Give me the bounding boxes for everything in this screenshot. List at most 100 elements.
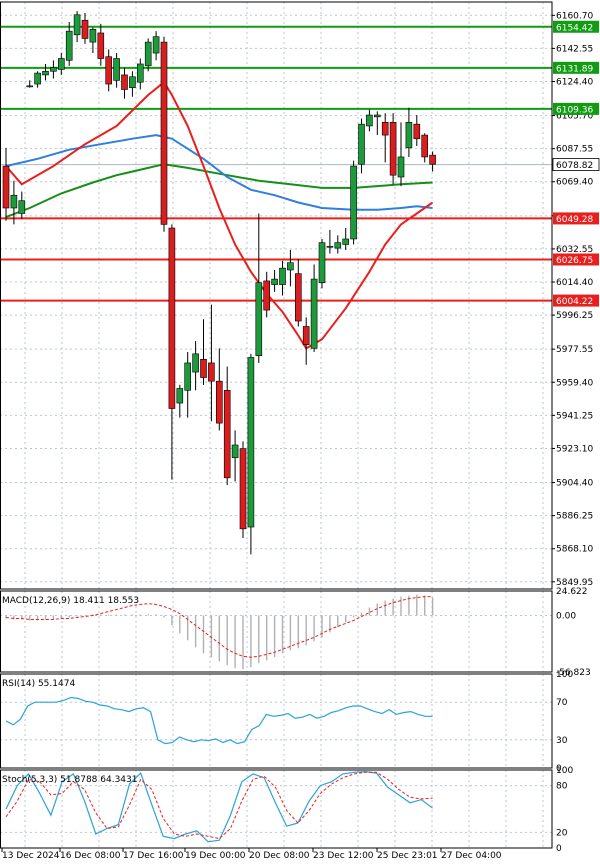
candle-body-23 bbox=[184, 362, 191, 391]
candle-body-25 bbox=[200, 359, 207, 378]
candle-body-17 bbox=[137, 63, 144, 83]
candle-body-51 bbox=[405, 122, 413, 149]
time-label-2: 17 Dec 16:00 bbox=[123, 851, 184, 861]
level-label-1: 6131.89 bbox=[556, 64, 593, 74]
candle-body-2 bbox=[18, 200, 26, 214]
rsi-tick-label-3: 0 bbox=[556, 764, 562, 774]
ma-mid-line bbox=[5, 134, 433, 211]
price-tick-label-8: 6014.40 bbox=[556, 278, 593, 288]
candle-body-48 bbox=[381, 122, 389, 136]
candle-body-50 bbox=[397, 156, 405, 178]
time-axis: 13 Dec 2024 16 Dec 08:00 17 Dec 16:00 19 De… bbox=[1, 848, 502, 861]
price-tick-label-7: 6032.55 bbox=[556, 245, 593, 255]
stoch-tick-label-0: 100 bbox=[556, 766, 573, 776]
candle-body-18 bbox=[144, 41, 152, 67]
candle-body-21 bbox=[168, 227, 176, 409]
candle-body-33 bbox=[263, 280, 271, 311]
candle-body-49 bbox=[389, 122, 397, 176]
candle-body-46 bbox=[366, 114, 373, 127]
time-label-7: 27 Dec 04:00 bbox=[441, 851, 502, 861]
candle-body-5 bbox=[42, 70, 49, 76]
candle-body-38 bbox=[302, 326, 310, 346]
candle-body-43 bbox=[342, 238, 350, 245]
stoch-tick-label-2: 20 bbox=[556, 828, 568, 838]
rsi-tick-label-2: 30 bbox=[556, 736, 568, 746]
ma-fast-line bbox=[5, 81, 434, 350]
stoch-axis: 100 80 20 0 bbox=[0, 766, 573, 854]
support-resistance-levels bbox=[0, 25, 552, 302]
stoch-series bbox=[5, 770, 433, 843]
price-tick-label-0: 6160.70 bbox=[556, 11, 593, 21]
candle-body-24 bbox=[192, 353, 199, 373]
candle-body-19 bbox=[152, 36, 160, 54]
level-label-box-5 bbox=[553, 294, 599, 307]
time-label-4: 20 Dec 08:00 bbox=[249, 851, 310, 861]
candle-body-28 bbox=[223, 389, 231, 479]
price-tick-label-9: 5996.25 bbox=[556, 311, 593, 321]
price-candles bbox=[2, 11, 436, 555]
price-axis: 6160.70 6142.55 6124.40 6105.70 6087.55 6069.… bbox=[0, 1, 600, 590]
candle-body-45 bbox=[358, 123, 365, 165]
candle-body-7 bbox=[57, 58, 65, 70]
candle-body-9 bbox=[73, 14, 81, 36]
candle-body-11 bbox=[89, 29, 97, 43]
price-tick-label-12: 5941.25 bbox=[556, 411, 593, 421]
macd-panel-frame bbox=[0, 590, 553, 673]
candle-body-29 bbox=[231, 444, 239, 459]
stoch-grid bbox=[0, 770, 552, 848]
candle-body-30 bbox=[239, 448, 247, 530]
price-tick-label-3: 6105.70 bbox=[556, 112, 593, 122]
price-tick-label-5: 6069.40 bbox=[556, 178, 593, 188]
time-label-5: 23 Dec 12:00 bbox=[313, 851, 374, 861]
stoch-label: Stoch(5,3,3) 51.8788 64.3431 bbox=[2, 775, 137, 785]
stoch-panel-frame bbox=[0, 769, 553, 849]
candle-body-41 bbox=[326, 245, 334, 248]
candle-body-27 bbox=[216, 380, 223, 424]
level-label-box-2 bbox=[553, 102, 599, 115]
macd-tick-label-1: 0.00 bbox=[556, 611, 576, 621]
macd-series bbox=[5, 594, 434, 670]
macd-axis: 24.622 0.00 -56.823 bbox=[0, 587, 591, 678]
level-label-box-4 bbox=[553, 253, 599, 266]
candle-body-10 bbox=[81, 19, 89, 39]
price-tick-label-17: 5849.95 bbox=[556, 578, 593, 588]
time-label-0: 13 Dec 2024 bbox=[2, 851, 60, 861]
candle-body-14 bbox=[113, 58, 120, 81]
candle-body-3 bbox=[26, 85, 34, 88]
candle-body-8 bbox=[65, 30, 73, 61]
candle-body-42 bbox=[334, 242, 342, 249]
price-tick-label-2: 6124.40 bbox=[556, 77, 593, 87]
rsi-line bbox=[5, 696, 433, 745]
candle-body-32 bbox=[255, 282, 263, 356]
current-price-box bbox=[552, 158, 600, 171]
price-tick-label-10: 5977.55 bbox=[556, 345, 593, 355]
candle-body-35 bbox=[279, 267, 286, 285]
candle-body-39 bbox=[310, 278, 318, 349]
level-label-0: 6154.42 bbox=[556, 23, 593, 33]
time-label-3: 19 Dec 00:00 bbox=[185, 851, 246, 861]
price-tick-label-1: 6142.55 bbox=[556, 44, 593, 54]
current-price-label: 6078.82 bbox=[556, 161, 593, 171]
candle-body-52 bbox=[413, 123, 421, 140]
time-label-6: 25 Dec 23:01 bbox=[377, 851, 438, 861]
price-tick-label-15: 5886.25 bbox=[556, 512, 593, 522]
rsi-panel-frame bbox=[0, 673, 553, 769]
time-label-1: 16 Dec 08:00 bbox=[60, 851, 121, 861]
candle-body-26 bbox=[208, 362, 215, 382]
candle-body-16 bbox=[129, 76, 136, 88]
level-label-4: 6026.75 bbox=[556, 256, 593, 266]
price-tick-label-13: 5923.10 bbox=[556, 444, 593, 454]
candle-body-12 bbox=[97, 32, 105, 59]
macd-label: MACD(12,26,9) 18.411 18.553 bbox=[2, 596, 139, 606]
candle-body-36 bbox=[287, 262, 294, 271]
candle-body-20 bbox=[160, 41, 168, 225]
price-tick-label-14: 5904.40 bbox=[556, 479, 593, 489]
main-panel-frame bbox=[0, 1, 553, 590]
candle-body-0 bbox=[2, 165, 10, 209]
candle-body-54 bbox=[429, 154, 436, 165]
candle-body-1 bbox=[10, 194, 18, 209]
candle-body-53 bbox=[421, 134, 429, 158]
price-tick-label-4: 6087.55 bbox=[556, 145, 593, 155]
candle-body-47 bbox=[373, 114, 381, 118]
